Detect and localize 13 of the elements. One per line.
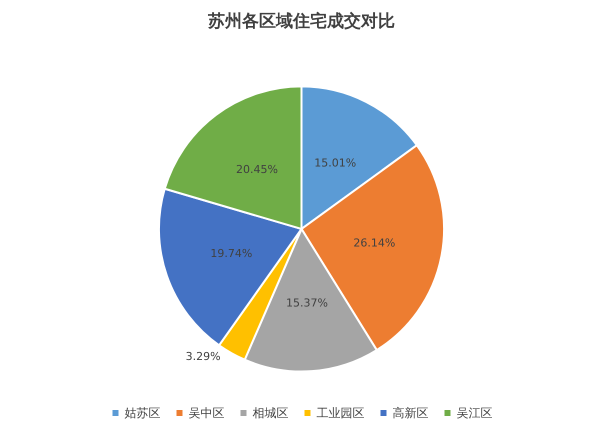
legend-label: 姑苏区 [124, 406, 160, 420]
legend-label: 相城区 [252, 406, 288, 420]
chart-title: 苏州各区域住宅成交对比 [207, 12, 395, 32]
data-label: 15.37% [286, 296, 328, 310]
legend-label: 吴中区 [188, 406, 224, 420]
legend-label: 吴江区 [456, 406, 492, 420]
data-label: 26.14% [353, 236, 396, 250]
data-label: 3.29% [186, 350, 221, 364]
data-label: 20.45% [236, 162, 278, 176]
data-label: 15.01% [314, 156, 356, 170]
legend-label: 高新区 [392, 406, 428, 420]
data-label: 19.74% [210, 246, 252, 260]
legend-label: 工业园区 [316, 406, 364, 420]
